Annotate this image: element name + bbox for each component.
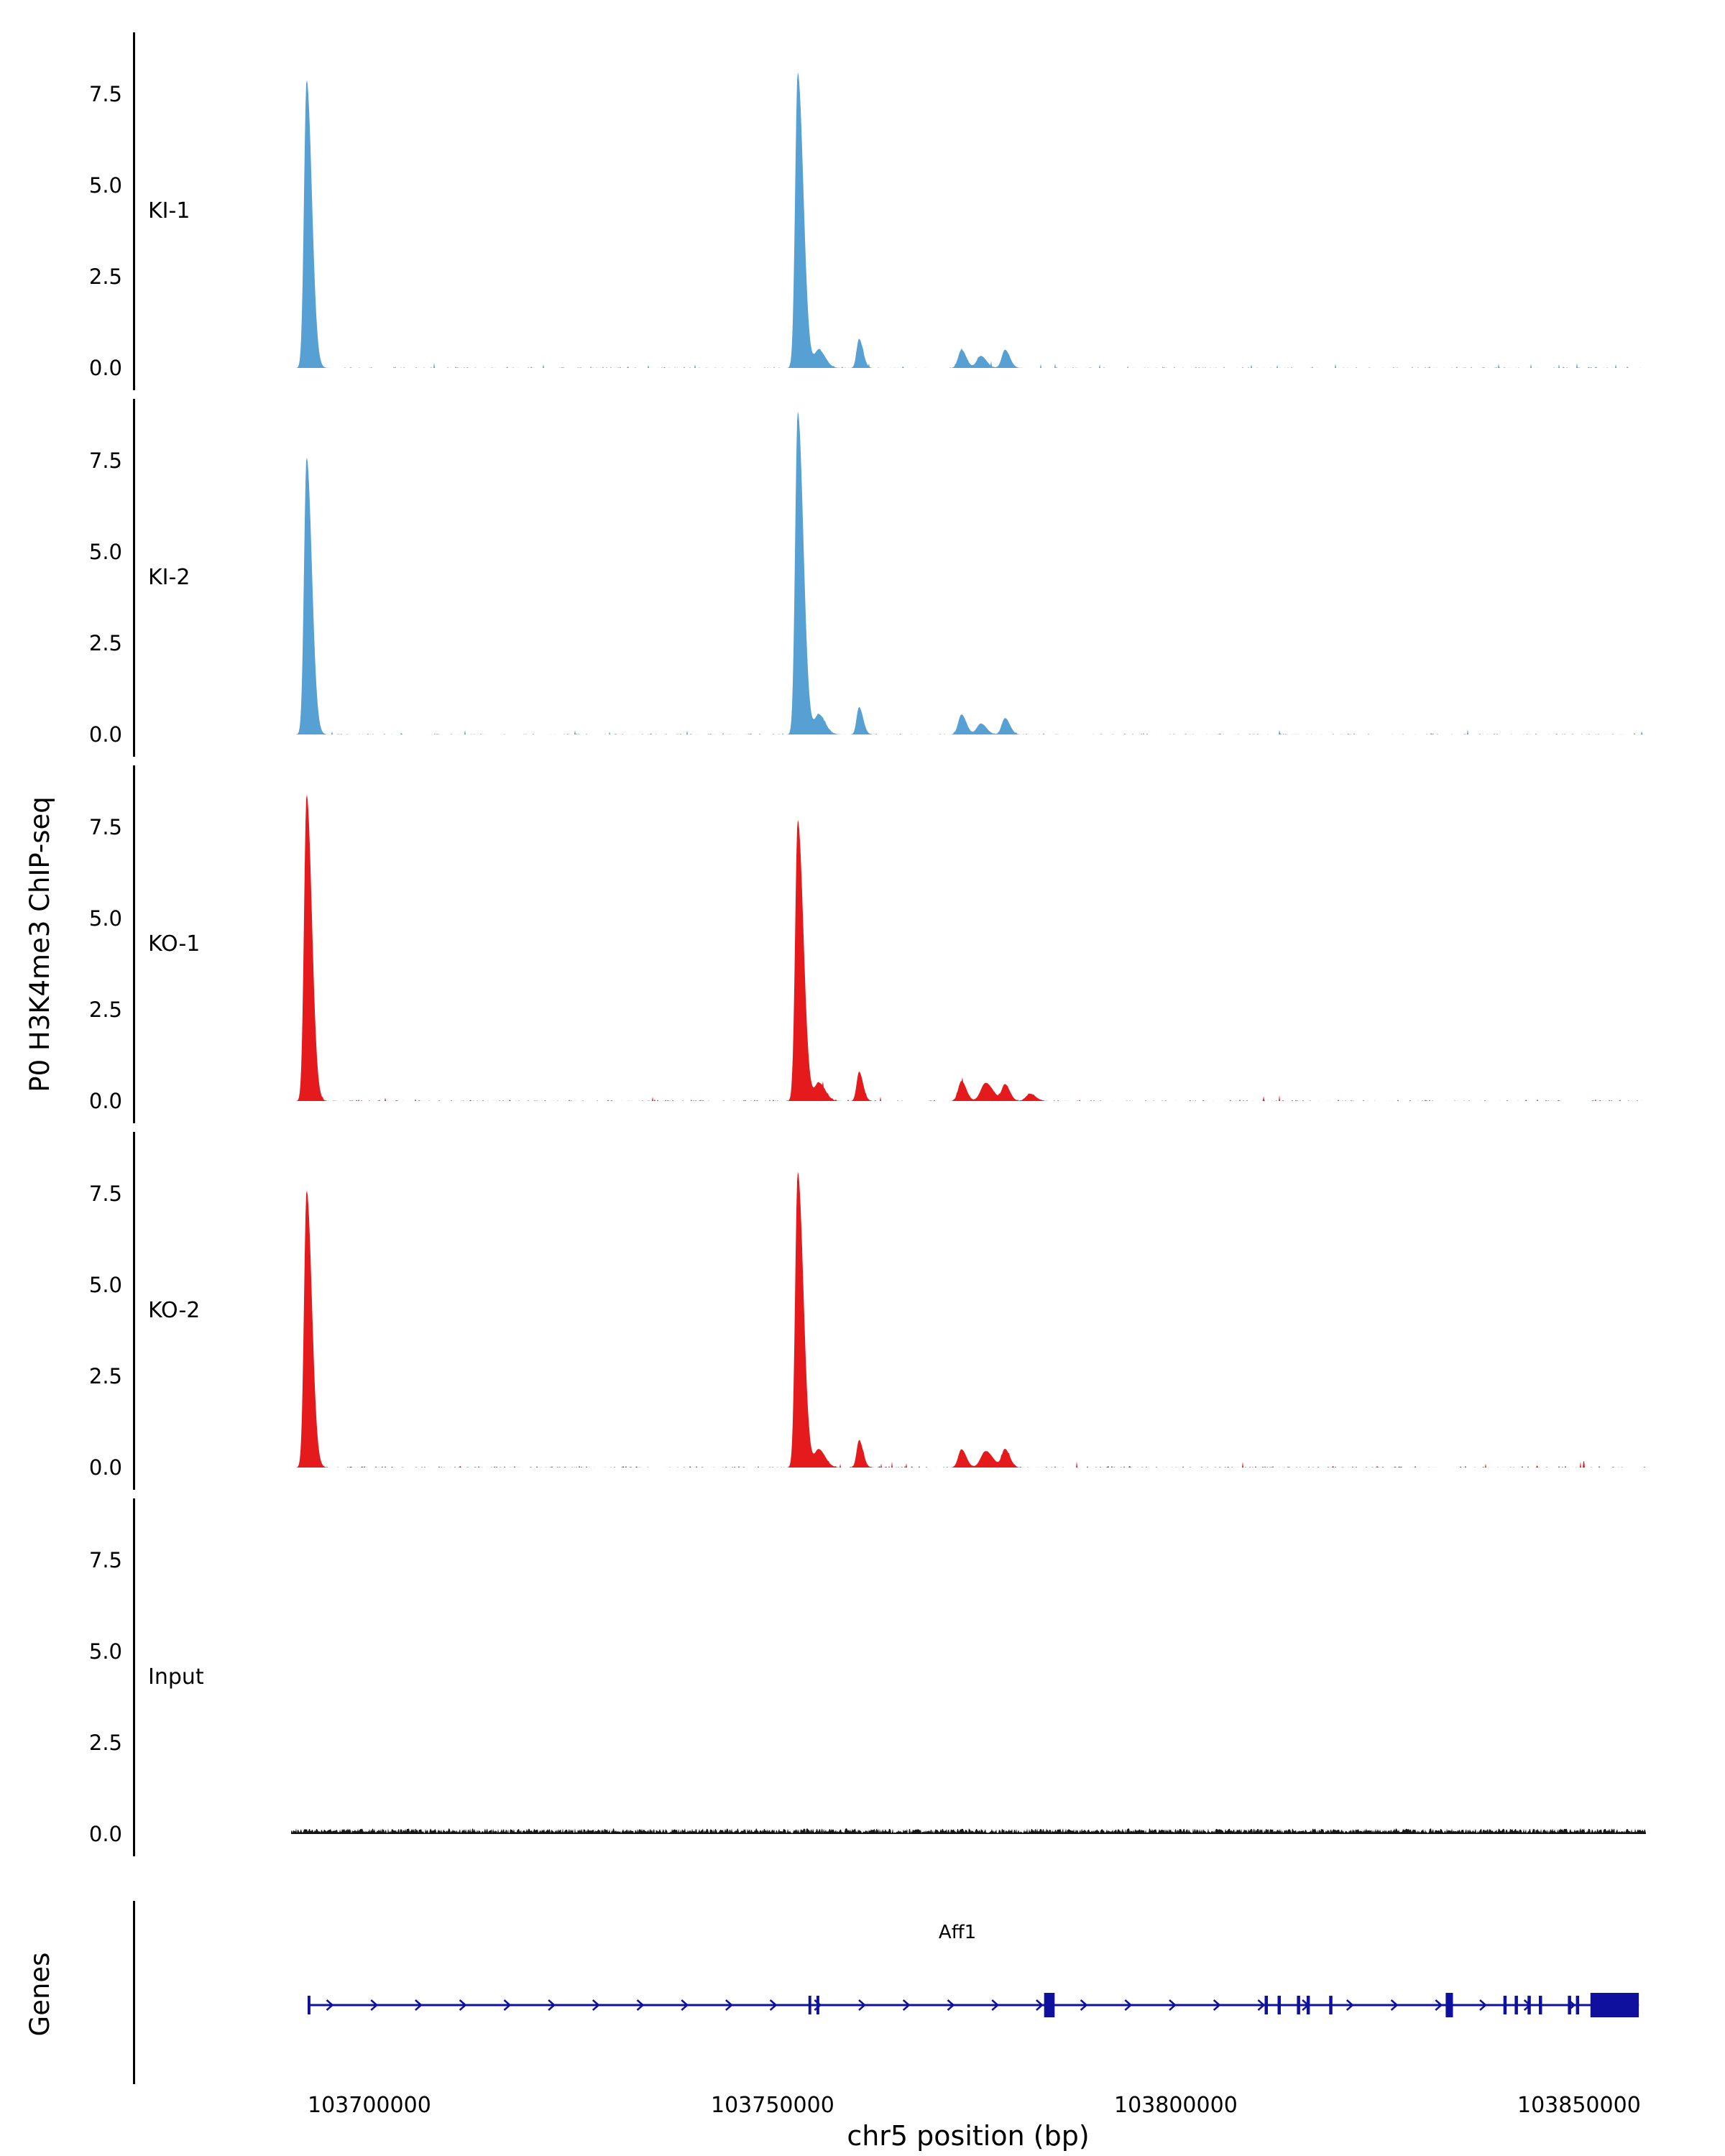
strand-arrow-icon <box>1390 1999 1399 2011</box>
strand-arrow-icon <box>681 1999 689 2011</box>
gene-exon <box>1590 1993 1639 2017</box>
strand-arrow-icon <box>1080 1999 1088 2011</box>
signal-ki-2 <box>291 411 1646 734</box>
strand-arrow-icon <box>1213 1999 1221 2011</box>
x-tick-label: 103800000 <box>1114 2093 1238 2118</box>
x-tick-label: 103850000 <box>1517 2093 1641 2118</box>
gene-exon <box>1514 1996 1518 2014</box>
strand-arrow-icon <box>1435 1999 1443 2011</box>
gene-exon <box>308 1996 310 2014</box>
signal-ko-2 <box>291 1171 1646 1468</box>
strand-arrow-icon <box>1124 1999 1133 2011</box>
strand-arrow-icon <box>415 1999 423 2011</box>
y-axis-line <box>133 32 135 390</box>
strand-arrow-icon <box>1346 1999 1354 2011</box>
track-panel-ko-2: 0.0 2.5 5.0 7.5 KO-2 <box>0 1128 1725 1494</box>
gene-exon <box>816 1996 819 2014</box>
track-panel-ki-1: 0.0 2.5 5.0 7.5 KI-1 <box>0 28 1725 395</box>
signal-ko-1 <box>291 794 1646 1101</box>
y-tick-label: 5.0 <box>88 1273 122 1297</box>
gene-exon <box>1306 1996 1310 2014</box>
y-tick-label: 5.0 <box>88 173 122 198</box>
y-tick-label: 5.0 <box>88 1639 122 1664</box>
y-tick-label: 0.0 <box>88 722 122 747</box>
signal-ki-1 <box>291 72 1646 368</box>
gene-exon <box>1264 1996 1268 2014</box>
signal-area <box>291 1828 1646 1834</box>
x-tick-label: 103750000 <box>711 2093 834 2118</box>
gene-exon <box>1539 1996 1542 2014</box>
y-tick-label: 0.0 <box>88 1089 122 1113</box>
y-axis-line <box>133 1132 135 1490</box>
gene-exon <box>1297 1996 1300 2014</box>
track-panel-input: 0.0 2.5 5.0 7.5 Input <box>0 1494 1725 1861</box>
track-label: KI-1 <box>148 198 190 224</box>
gene-exon <box>1568 1996 1571 2014</box>
y-tick-label: 2.5 <box>88 264 122 289</box>
signal-area <box>291 411 1646 734</box>
gene-exon <box>1527 1996 1531 2014</box>
signal-area <box>291 794 1646 1101</box>
y-tick-label: 2.5 <box>88 1731 122 1755</box>
genes-panel: Aff1 <box>0 1897 1725 2091</box>
strand-arrow-icon <box>1036 1999 1044 2011</box>
strand-arrow-icon <box>592 1999 600 2011</box>
strand-arrow-icon <box>991 1999 1000 2011</box>
signal-input <box>291 1828 1646 1834</box>
y-axis-line <box>133 765 135 1123</box>
strand-arrow-icon <box>814 1999 822 2011</box>
track-label: Input <box>148 1664 204 1690</box>
signal-area <box>291 1171 1646 1468</box>
y-tick-label: 7.5 <box>88 1181 122 1206</box>
strand-arrow-icon <box>858 1999 866 2011</box>
gene-model <box>308 1993 1639 2017</box>
y-tick-label: 2.5 <box>88 1364 122 1388</box>
y-tick-label: 7.5 <box>88 1548 122 1572</box>
track-panel-ko-1: 0.0 2.5 5.0 7.5 KO-1 <box>0 761 1725 1128</box>
y-axis-line <box>133 399 135 757</box>
y-tick-label: 5.0 <box>88 906 122 931</box>
genes-axis-line <box>133 1901 135 2084</box>
gene-exon <box>1044 1993 1055 2017</box>
strand-arrow-icon <box>326 1999 334 2011</box>
strand-arrow-icon <box>548 1999 556 2011</box>
strand-arrow-icon <box>1479 1999 1487 2011</box>
y-tick-label: 0.0 <box>88 1455 122 1480</box>
x-tick-label: 103700000 <box>308 2093 431 2118</box>
signal-area <box>291 72 1646 368</box>
gene-exon <box>1445 1993 1453 2017</box>
y-tick-label: 2.5 <box>88 631 122 655</box>
gene-exon <box>808 1996 811 2014</box>
y-tick-label: 2.5 <box>88 998 122 1022</box>
gene-exon <box>1503 1996 1507 2014</box>
strand-arrow-icon <box>725 1999 733 2011</box>
strand-arrow-icon <box>902 1999 911 2011</box>
y-tick-label: 5.0 <box>88 540 122 564</box>
x-axis-label: chr5 position (bp) <box>847 2120 1090 2152</box>
y-tick-label: 0.0 <box>88 356 122 380</box>
track-panel-ki-2: 0.0 2.5 5.0 7.5 KI-2 <box>0 395 1725 761</box>
gene-exon <box>1329 1996 1333 2014</box>
strand-arrow-icon <box>1257 1999 1266 2011</box>
strand-arrow-icon <box>1169 1999 1177 2011</box>
y-tick-label: 7.5 <box>88 815 122 839</box>
strand-arrow-icon <box>636 1999 645 2011</box>
gene-name-label: Aff1 <box>938 1922 977 1943</box>
strand-arrow-icon <box>370 1999 379 2011</box>
y-axis-line <box>133 1498 135 1856</box>
gene-exon <box>1277 1996 1281 2014</box>
strand-arrow-icon <box>769 1999 778 2011</box>
y-tick-label: 0.0 <box>88 1822 122 1846</box>
strand-arrow-icon <box>503 1999 512 2011</box>
track-label: KO-2 <box>148 1298 201 1323</box>
gene-exon <box>1576 1996 1580 2014</box>
track-label: KO-1 <box>148 931 201 957</box>
strand-arrow-icon <box>459 1999 467 2011</box>
track-label: KI-2 <box>148 565 190 590</box>
y-tick-label: 7.5 <box>88 448 122 473</box>
y-tick-label: 7.5 <box>88 82 122 106</box>
strand-arrow-icon <box>947 1999 955 2011</box>
